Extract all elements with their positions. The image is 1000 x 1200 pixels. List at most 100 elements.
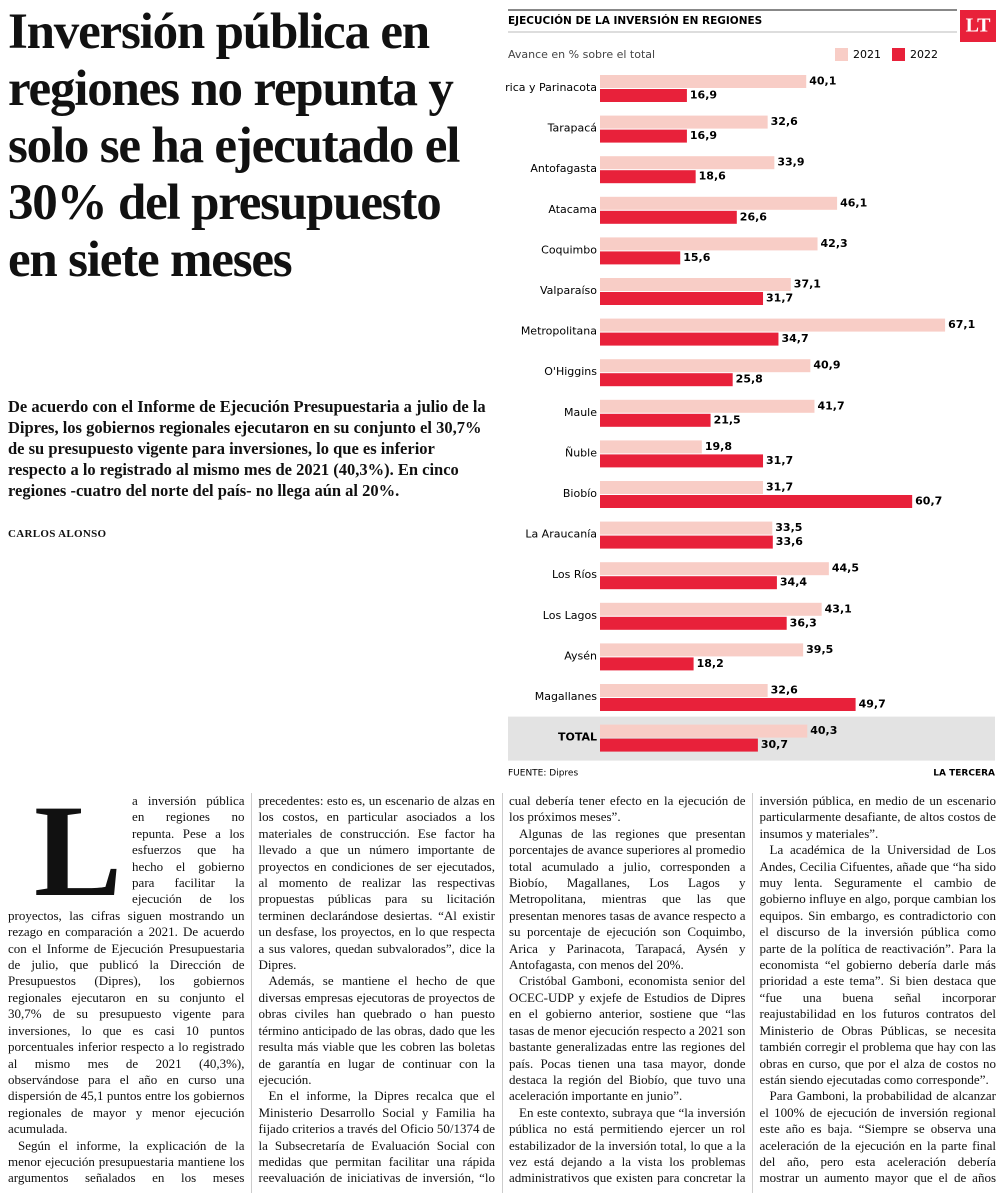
bar: [600, 115, 768, 129]
value-label: 40,1: [809, 75, 836, 88]
value-label: 34,4: [780, 576, 807, 589]
category-label: Tarapacá: [547, 122, 597, 135]
logo: LT: [966, 15, 992, 37]
category-label: Maule: [564, 406, 597, 419]
value-label: 16,9: [690, 129, 717, 142]
category-label: Atacama: [548, 203, 597, 216]
value-label: 40,9: [813, 359, 840, 372]
category-label: Magallanes: [535, 690, 598, 703]
bar: [600, 454, 764, 468]
value-label: 31,7: [766, 481, 793, 494]
lead: De acuerdo con el Informe de Ejecución P…: [8, 397, 486, 500]
category-label: Los Ríos: [552, 568, 597, 581]
bar: [600, 399, 815, 413]
bar: [600, 89, 687, 102]
bar: [600, 535, 773, 549]
bar: [600, 129, 687, 143]
bar: [600, 156, 775, 170]
value-label: 36,3: [790, 616, 817, 629]
value-label: 67,1: [948, 318, 975, 331]
paragraph-text: Además, se mantiene el hecho de que dive…: [258, 973, 496, 1087]
value-label: 15,6: [683, 251, 710, 264]
value-label: 18,6: [699, 170, 726, 183]
paragraph-text: Cristóbal Gamboni, economista senior del…: [509, 973, 746, 1104]
value-label: 30,7: [761, 738, 788, 751]
bar: [600, 170, 696, 184]
bar: [600, 413, 711, 427]
value-label: 26,6: [740, 210, 767, 223]
paragraph: La académica de la Universidad de Los An…: [760, 842, 997, 1088]
headline: Inversión pública en regiones no repunta…: [8, 4, 460, 288]
paragraph-text: Algunas de las regiones que presentan po…: [509, 825, 746, 973]
byline: CARLOS ALONSO: [8, 528, 107, 540]
paragraph: Cristóbal Gamboni, economista senior del…: [509, 973, 746, 1104]
bar: [600, 616, 787, 630]
value-label: 31,7: [766, 292, 793, 305]
value-label: 41,7: [817, 399, 844, 412]
paragraph: En el informe, la Dipres recalca que el …: [259, 793, 746, 1193]
legend-label: 2022: [910, 48, 938, 61]
drop-cap: L: [34, 793, 123, 924]
value-label: 25,8: [736, 373, 763, 386]
value-label: 16,9: [690, 89, 717, 102]
chart: EJECUCIÓN DE LA INVERSIÓN EN REGIONES LT…: [505, 9, 996, 779]
paragraph-text: En el informe, la Dipres recalca que el …: [258, 793, 746, 1186]
value-label: 40,3: [810, 724, 837, 737]
bar: [600, 562, 829, 576]
bar: [600, 318, 946, 332]
bar: [600, 724, 808, 738]
category-label: O'Higgins: [544, 365, 597, 378]
value-label: 49,7: [859, 698, 886, 711]
chart-title: EJECUCIÓN DE LA INVERSIÓN EN REGIONES: [508, 14, 762, 27]
category-label: Metropolitana: [521, 325, 597, 338]
value-label: 33,9: [777, 156, 804, 169]
category-label: Aysén: [564, 649, 597, 662]
value-label: 37,1: [794, 278, 821, 291]
bar: [600, 292, 764, 305]
bar: [600, 657, 694, 671]
value-label: 39,5: [806, 643, 833, 656]
bar: [600, 440, 702, 454]
paragraph: Además, se mantiene el hecho de que dive…: [259, 973, 496, 1088]
paragraph-text: Según el informe, la explicación de la m…: [8, 793, 495, 1186]
paragraph-text: Para Gamboni, la probabilidad de alcanza…: [759, 1088, 997, 1186]
value-label: 46,1: [840, 196, 867, 209]
paragraph-text: La académica de la Universidad de Los An…: [759, 842, 997, 1087]
chart-subtitle: Avance en % sobre el total: [508, 48, 655, 61]
bar: [600, 75, 807, 88]
bar: [600, 278, 791, 291]
category-label: Los Lagos: [543, 609, 597, 622]
source: FUENTE: Dipres: [508, 769, 578, 779]
bar: [600, 738, 758, 752]
bar: [600, 602, 822, 616]
legend-swatch: [835, 48, 848, 61]
legend-swatch: [892, 48, 905, 61]
value-label: 19,8: [705, 440, 732, 453]
category-label: La Araucanía: [525, 528, 597, 541]
legend-label: 2021: [853, 48, 881, 61]
value-label: 43,1: [825, 602, 852, 615]
bar: [600, 684, 768, 697]
category-label: Coquimbo: [541, 243, 597, 256]
paragraph: En este contexto, subraya que “la invers…: [509, 793, 996, 1193]
category-label: Valparaíso: [540, 284, 597, 297]
bar: [600, 359, 811, 373]
paragraph: Algunas de las regiones que presentan po…: [509, 826, 746, 974]
bar: [600, 196, 838, 210]
paragraph: Según el informe, la explicación de la m…: [8, 793, 495, 1193]
category-label: Arica y Parinacota: [505, 81, 597, 94]
value-label: 42,3: [821, 237, 848, 250]
value-label: 33,6: [776, 535, 803, 548]
bar: [600, 643, 804, 657]
value-label: 32,6: [771, 684, 798, 697]
logo-box: [960, 10, 996, 42]
value-label: 21,5: [714, 413, 741, 426]
bar: [600, 481, 764, 494]
category-label: Biobío: [563, 487, 597, 500]
value-label: 32,6: [771, 115, 798, 128]
bar: [600, 698, 856, 711]
bar: [600, 210, 737, 224]
paragraph-text: a inversión pública en regiones no repun…: [8, 793, 245, 1137]
